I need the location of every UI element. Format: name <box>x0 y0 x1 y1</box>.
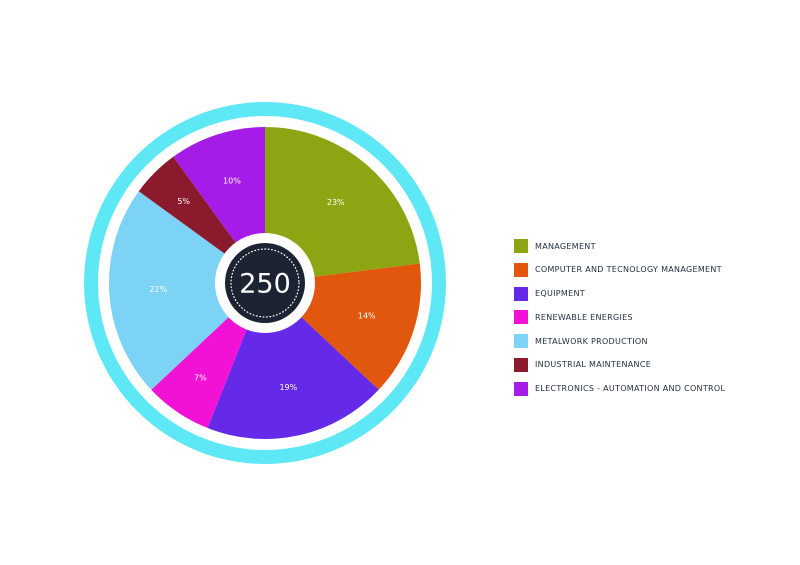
legend-swatch <box>514 239 528 253</box>
legend-swatch <box>514 286 528 301</box>
slice-percent-label: 19% <box>279 383 297 392</box>
legend-label: COMPUTER AND TECNOLOGY MANAGEMENT <box>535 265 722 275</box>
legend: MANAGEMENT COMPUTER AND TECNOLOGY MANAGEM… <box>514 238 725 405</box>
slice-percent-label: 22% <box>149 285 167 294</box>
legend-item: MANAGEMENT <box>514 238 725 254</box>
slice-percent-label: 23% <box>327 198 345 207</box>
center-total-value: 250 <box>239 269 291 300</box>
legend-item: INDUSTRIAL MAINTENANCE <box>514 357 725 373</box>
legend-swatch <box>514 334 528 349</box>
legend-label: INDUSTRIAL MAINTENANCE <box>535 360 652 370</box>
center-dotted-ring <box>230 248 300 318</box>
center-total-circle <box>225 243 305 323</box>
legend-swatch <box>514 262 528 277</box>
pie-slice-management <box>265 127 420 283</box>
legend-item: RENEWABLE ENERGIES <box>514 309 725 325</box>
pie-slice-labels: 23% 14% 19% 7% 22% 5% 10% <box>149 177 376 392</box>
slice-percent-label: 7% <box>194 374 207 383</box>
legend-item: METALWORK PRODUCTION <box>514 333 725 349</box>
legend-swatch <box>514 381 528 396</box>
legend-label: RENEWABLE ENERGIES <box>535 312 633 322</box>
slice-percent-label: 5% <box>177 197 190 206</box>
pie-slice-metalwork-production <box>109 191 265 390</box>
slice-percent-label: 14% <box>358 312 376 321</box>
legend-label: MANAGEMENT <box>535 241 596 251</box>
legend-label: EQUIPMENT <box>535 289 585 299</box>
legend-item: EQUIPMENT <box>514 286 725 302</box>
legend-item: ELECTRONICS - AUTOMATION AND CONTROL <box>514 381 725 397</box>
legend-item: COMPUTER AND TECNOLOGY MANAGEMENT <box>514 262 725 278</box>
slice-percent-label: 10% <box>223 177 241 186</box>
legend-label: ELECTRONICS - AUTOMATION AND CONTROL <box>535 384 726 394</box>
legend-swatch <box>514 357 528 372</box>
legend-label: METALWORK PRODUCTION <box>535 336 648 346</box>
legend-swatch <box>514 310 528 325</box>
